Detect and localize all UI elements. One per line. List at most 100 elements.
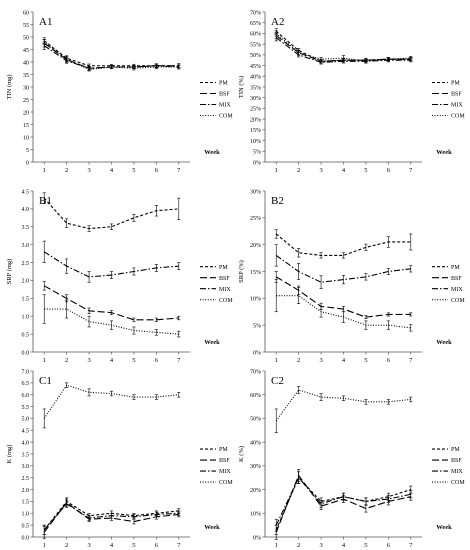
y-tick-label: 60% — [250, 32, 261, 38]
y-tick-label: 35 — [23, 73, 29, 79]
legend-entry: BSF — [219, 276, 230, 282]
y-tick-label: 5.5 — [22, 405, 30, 411]
y-tick-label: 60% — [250, 393, 261, 399]
legend-entry: BSF — [219, 458, 230, 464]
x-tick-label: 5 — [364, 357, 367, 364]
x-tick-label: 5 — [132, 542, 135, 549]
y-tick-label: 0% — [253, 160, 261, 166]
y-tick-label: 4.0 — [22, 207, 30, 213]
y-axis-label: K (mg) — [6, 445, 13, 464]
legend: PM BSF MIX COM — [432, 81, 465, 120]
x-tick-label: 3 — [319, 357, 322, 364]
y-tick-label: 70% — [250, 369, 261, 375]
y-tick-label: 0.0 — [22, 350, 30, 356]
x-axis-label: Week — [436, 149, 452, 156]
series-COM — [274, 279, 413, 332]
legend-entry: PM — [219, 81, 228, 87]
y-tick-label: 0.5 — [22, 332, 30, 338]
y-tick-label: 30 — [23, 85, 29, 91]
legend-entry: BSF — [451, 458, 462, 464]
x-tick-label: 1 — [43, 167, 46, 174]
x-tick-label: 7 — [409, 542, 413, 549]
y-tick-label: 65% — [250, 21, 261, 27]
series-line — [275, 389, 411, 422]
y-tick-label: 0.5 — [22, 523, 30, 529]
legend: PM BSF MIX COM — [200, 265, 233, 304]
y-tick-label: 3.0 — [22, 243, 30, 249]
panel-C1: 0.0 0.5 1.0 1.5 2.0 2.5 3.0 3.5 4.0 4.5 5.0 5.5 6.0 6… — [6, 369, 233, 549]
y-tick-label: 1.5 — [22, 297, 30, 303]
x-tick-label: 3 — [319, 542, 322, 549]
y-tick-label: 3.5 — [22, 452, 30, 458]
x-tick-label: 1 — [275, 357, 278, 364]
panel-label: C2 — [271, 375, 284, 387]
legend-entry: MIX — [219, 287, 231, 293]
x-axis-label: Week — [436, 524, 452, 531]
x-tick-label: 2 — [65, 542, 68, 549]
legend-entry: BSF — [451, 92, 462, 98]
y-tick-label: 5% — [253, 323, 261, 329]
y-tick-label: 4.5 — [22, 189, 30, 195]
series-BSF — [42, 281, 181, 322]
x-axis-label: Week — [204, 149, 220, 156]
series-BSF — [274, 469, 413, 540]
x-axis-label: Week — [204, 339, 220, 346]
y-tick-label: 1.0 — [22, 315, 30, 321]
y-tick-label: 20 — [23, 110, 29, 116]
y-tick-label: 15 — [23, 123, 29, 129]
legend-entry: PM — [219, 265, 228, 271]
y-tick-label: 70% — [250, 10, 261, 16]
x-tick-label: 2 — [297, 357, 300, 364]
y-tick-label: 5 — [26, 148, 29, 154]
legend-entry: PM — [451, 265, 460, 271]
y-tick-label: 55% — [250, 42, 261, 48]
x-tick-label: 5 — [132, 167, 135, 174]
y-axis-label: TIN (mg) — [6, 74, 13, 99]
x-tick-label: 7 — [177, 167, 181, 174]
y-tick-label: 5% — [253, 150, 261, 156]
y-tick-label: 25 — [23, 98, 29, 104]
y-tick-label: 20% — [250, 117, 261, 123]
y-tick-label: 4.0 — [22, 440, 30, 446]
y-tick-label: 0% — [253, 350, 261, 356]
y-tick-label: 2.5 — [22, 476, 30, 482]
series-line — [43, 384, 179, 419]
panel-B2: 0% 5% 10% 15% 20% 25% 30% 1 2 3 4 5 6 7 B2 SRP (%) Week P… — [238, 189, 465, 364]
x-tick-label: 6 — [155, 357, 159, 364]
y-tick-label: 1.5 — [22, 500, 30, 506]
legend-entry: COM — [219, 298, 233, 304]
legend-entry: MIX — [219, 469, 231, 475]
y-tick-label: 2.0 — [22, 488, 30, 494]
x-axis-label: Week — [204, 524, 220, 531]
legend-entry: BSF — [219, 92, 230, 98]
y-tick-label: 50% — [250, 417, 261, 423]
y-tick-label: 6.5 — [22, 381, 30, 387]
y-tick-label: 20% — [250, 488, 261, 494]
y-tick-label: 10% — [250, 512, 261, 518]
y-tick-label: 15% — [250, 270, 261, 276]
y-tick-label: 40 — [23, 60, 29, 66]
legend-entry: PM — [451, 447, 460, 453]
y-tick-label: 0 — [26, 160, 29, 166]
x-tick-label: 1 — [275, 542, 278, 549]
legend: PM BSF MIX COM — [200, 81, 233, 120]
x-tick-label: 3 — [87, 357, 90, 364]
legend-entry: COM — [451, 480, 465, 486]
y-tick-label: 3.0 — [22, 464, 30, 470]
legend-entry: PM — [219, 447, 228, 453]
x-tick-label: 2 — [65, 167, 68, 174]
x-tick-label: 4 — [110, 357, 114, 364]
legend-entry: COM — [451, 114, 465, 120]
x-tick-label: 3 — [87, 167, 90, 174]
panel-B1: 0.0 0.5 1.0 1.5 2.0 2.5 3.0 3.5 4.0 4.5 1 2 3 4 5 6 7 B1 S… — [6, 189, 233, 364]
x-tick-label: 4 — [110, 542, 114, 549]
x-tick-label: 6 — [387, 542, 391, 549]
x-tick-label: 1 — [43, 542, 46, 549]
x-tick-label: 7 — [177, 357, 181, 364]
y-tick-label: 20% — [250, 243, 261, 249]
x-tick-label: 6 — [387, 357, 391, 364]
panel-label: C1 — [39, 375, 52, 387]
legend: PM BSF MIX COM — [432, 447, 465, 486]
legend-entry: PM — [451, 81, 460, 87]
